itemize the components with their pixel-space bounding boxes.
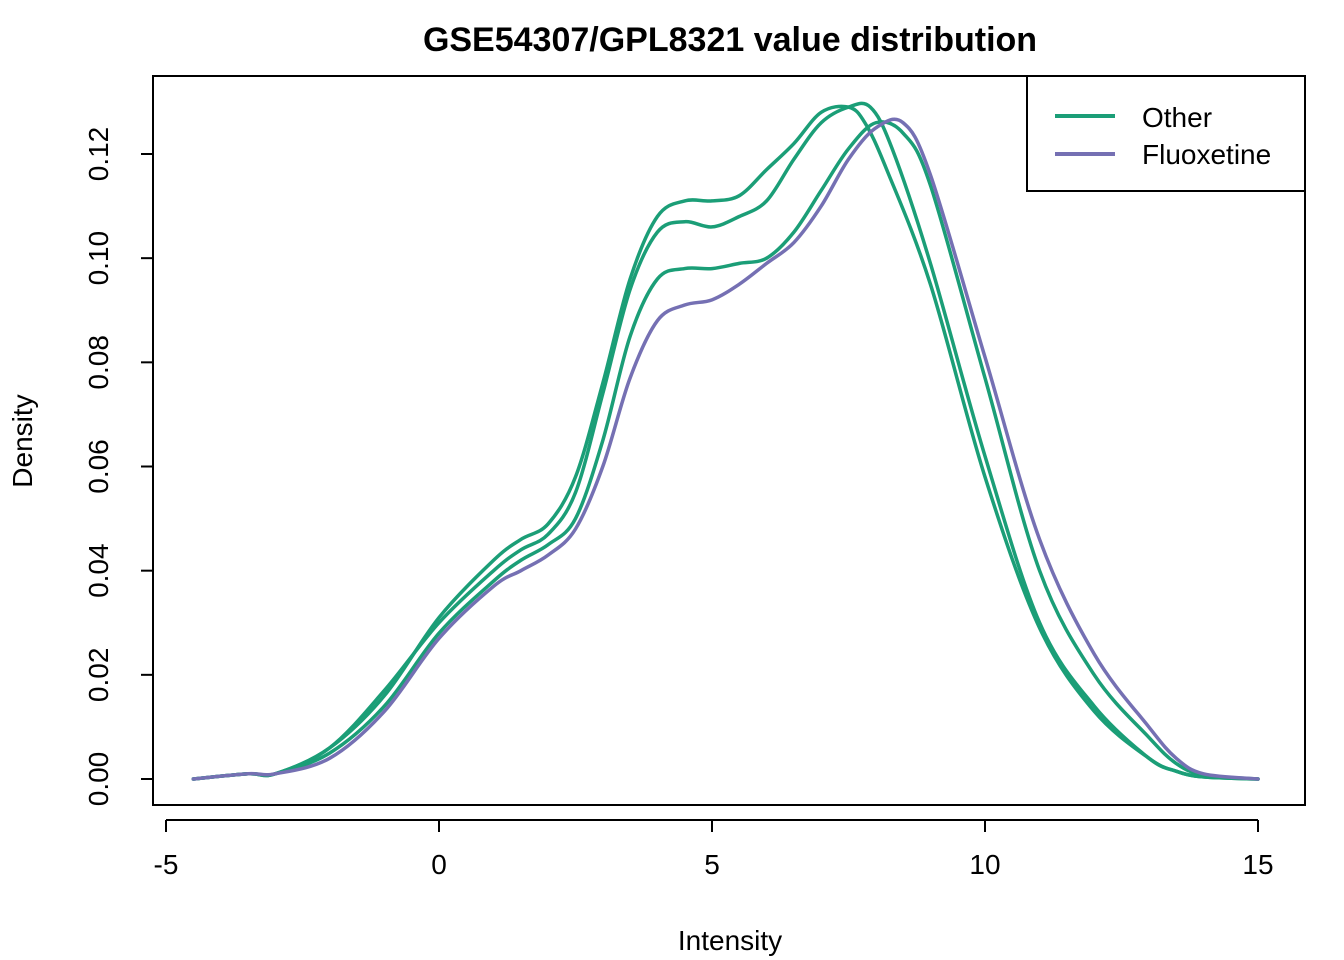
series-layer [191, 101, 1260, 781]
x-tick-label: -5 [154, 849, 179, 880]
chart-title: GSE54307/GPL8321 value distribution [423, 21, 1037, 59]
x-axis: -5 0 5 10 15 [154, 819, 1274, 880]
x-tick-label: 0 [431, 849, 447, 880]
y-tick-label: 0.08 [83, 335, 114, 390]
y-tick-label: 0.06 [83, 439, 114, 494]
y-tick-label: 0.12 [83, 127, 114, 182]
x-tick-label: 5 [704, 849, 720, 880]
y-tick-label: 0.00 [83, 752, 114, 807]
y-tick-label: 0.04 [83, 543, 114, 598]
density-line-other-2 [191, 101, 1260, 781]
legend: Other Fluoxetine [1026, 75, 1306, 192]
x-axis-label: Intensity [678, 925, 782, 956]
legend-label-fluoxetine: Fluoxetine [1142, 139, 1271, 170]
y-tick-label: 0.10 [83, 231, 114, 286]
x-tick-label: 10 [969, 849, 1000, 880]
density-line-fluoxetine-4 [191, 117, 1260, 781]
density-line-other-3 [191, 120, 1260, 781]
y-axis-label: Density [7, 394, 38, 487]
legend-box [1026, 75, 1306, 192]
legend-label-other: Other [1142, 102, 1212, 133]
y-tick-label: 0.02 [83, 648, 114, 703]
y-axis: 0.00 0.02 0.04 0.06 0.08 0.10 0.12 [83, 127, 154, 807]
density-line-other-1 [191, 104, 1260, 781]
x-tick-label: 15 [1242, 849, 1273, 880]
